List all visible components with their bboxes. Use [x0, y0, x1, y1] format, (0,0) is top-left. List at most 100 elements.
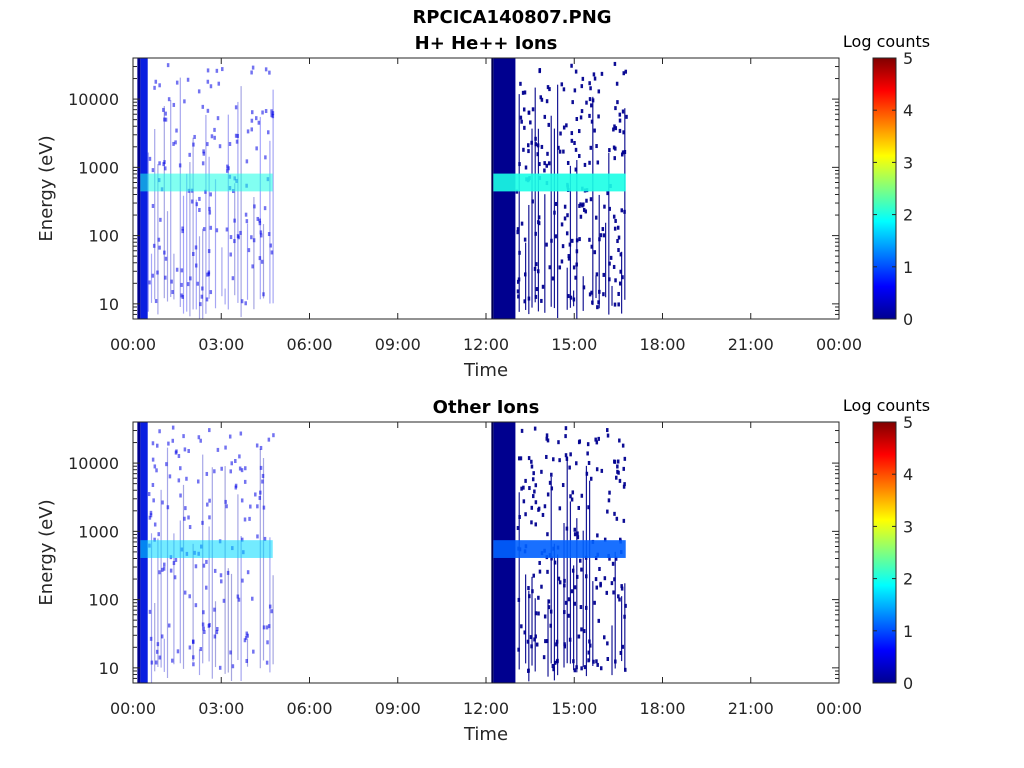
heatmap-cell: [589, 86, 592, 91]
heatmap-cell: [591, 98, 595, 103]
heatmap-column: [262, 224, 265, 299]
heatmap-cell: [535, 287, 539, 292]
heatmap-cell: [590, 119, 594, 124]
heatmap-cell: [171, 290, 174, 295]
heatmap-cell: [202, 149, 205, 154]
heatmap-column: [163, 105, 165, 299]
heatmap-cell: [542, 655, 546, 660]
heatmap-cell: [571, 568, 575, 573]
heatmap-column: [569, 165, 572, 308]
heatmap-cell: [578, 154, 581, 159]
heatmap-cell: [175, 128, 178, 133]
heatmap-cell: [172, 561, 176, 566]
heatmap-cell: [570, 497, 574, 502]
heatmap-cell: [562, 125, 566, 130]
heatmap-cell: [537, 215, 541, 220]
heatmap-cell: [612, 264, 616, 269]
heatmap-cell: [571, 238, 574, 243]
heatmap-cell: [566, 160, 570, 165]
heatmap-cell: [155, 468, 158, 473]
heatmap-cell: [537, 221, 541, 226]
heatmap-cell: [201, 104, 205, 109]
heatmap-cell: [198, 196, 201, 201]
heatmap-cell: [623, 456, 627, 461]
heatmap-cell: [175, 80, 179, 85]
heatmap-cell: [555, 639, 559, 644]
heatmap-cell: [582, 207, 586, 212]
heatmap-cell: [534, 611, 538, 616]
heatmap-cell: [534, 231, 537, 236]
heatmap-column: [198, 649, 201, 676]
heatmap-cell: [523, 630, 526, 635]
heatmap-cell: [565, 123, 568, 128]
heatmap-cell: [524, 272, 527, 277]
heatmap-cell: [255, 443, 259, 448]
heatmap-cell: [603, 537, 607, 542]
heatmap-cell: [600, 71, 604, 76]
heatmap-cell: [616, 459, 620, 464]
heatmap-column: [173, 253, 175, 300]
heatmap-cell: [151, 482, 155, 487]
heatmap-cell: [190, 199, 194, 204]
heatmap-cell: [258, 256, 262, 261]
heatmap-cell: [517, 597, 521, 602]
heatmap-cell: [213, 469, 216, 474]
heatmap-cell: [563, 204, 567, 209]
heatmap-cell: [596, 305, 599, 310]
heatmap-cell: [574, 275, 577, 280]
colorbar-tick-label: 1: [903, 622, 913, 641]
heatmap-cell: [589, 197, 593, 202]
energy-band-1: [140, 540, 273, 558]
heatmap-column: [246, 639, 249, 667]
heatmap-cell: [617, 302, 620, 307]
heatmap-cell: [546, 639, 549, 644]
heatmap-cell: [267, 130, 270, 135]
heatmap-cell: [560, 259, 564, 264]
heatmap-cell: [195, 202, 199, 207]
heatmap-cell: [600, 468, 604, 473]
heatmap-cell: [256, 216, 260, 221]
heatmap-column: [547, 599, 549, 677]
heatmap-cell: [523, 237, 527, 242]
heatmap-cell: [575, 574, 579, 579]
heatmap-cell: [538, 560, 541, 565]
heatmap-cell: [570, 131, 574, 136]
heatmap-cell: [532, 573, 535, 578]
heatmap-cell: [602, 272, 606, 277]
heatmap-cell: [519, 115, 523, 120]
x-tick-label: 18:00: [639, 699, 685, 718]
heatmap-cell: [199, 647, 203, 652]
heatmap-column: [621, 596, 623, 662]
heatmap-cell: [580, 493, 584, 498]
heatmap-cell: [579, 214, 583, 219]
colorbar-tick-label: 4: [903, 465, 913, 484]
energy-band-2: [493, 173, 626, 192]
heatmap-cell: [258, 218, 261, 223]
heatmap-cell: [218, 665, 222, 670]
heatmap-cell: [249, 504, 252, 509]
heatmap-cell: [611, 561, 615, 566]
heatmap-cell: [544, 639, 547, 644]
heatmap-cell: [617, 248, 620, 253]
heatmap-cell: [228, 434, 232, 439]
heatmap-cell: [270, 250, 274, 255]
heatmap-cell: [567, 256, 571, 261]
heatmap-cell: [550, 556, 553, 561]
heatmap-column: [166, 211, 169, 302]
heatmap-cell: [231, 664, 235, 669]
heatmap-cell: [549, 609, 553, 614]
heatmap-cell: [241, 578, 244, 583]
heatmap-cell: [537, 595, 540, 600]
heatmap-cell: [588, 237, 591, 242]
heatmap-cell: [250, 235, 253, 240]
heatmap-cell: [201, 161, 205, 166]
heatmap-cell: [562, 149, 565, 154]
y-tick-label: 10: [99, 659, 119, 678]
heatmap-cell: [240, 498, 244, 503]
heatmap-cell: [614, 106, 617, 111]
heatmap-cell: [158, 161, 161, 166]
heatmap-cell: [189, 276, 192, 281]
heatmap-cell: [580, 567, 583, 572]
heatmap-cell: [208, 210, 212, 215]
heatmap-cell: [210, 134, 214, 139]
